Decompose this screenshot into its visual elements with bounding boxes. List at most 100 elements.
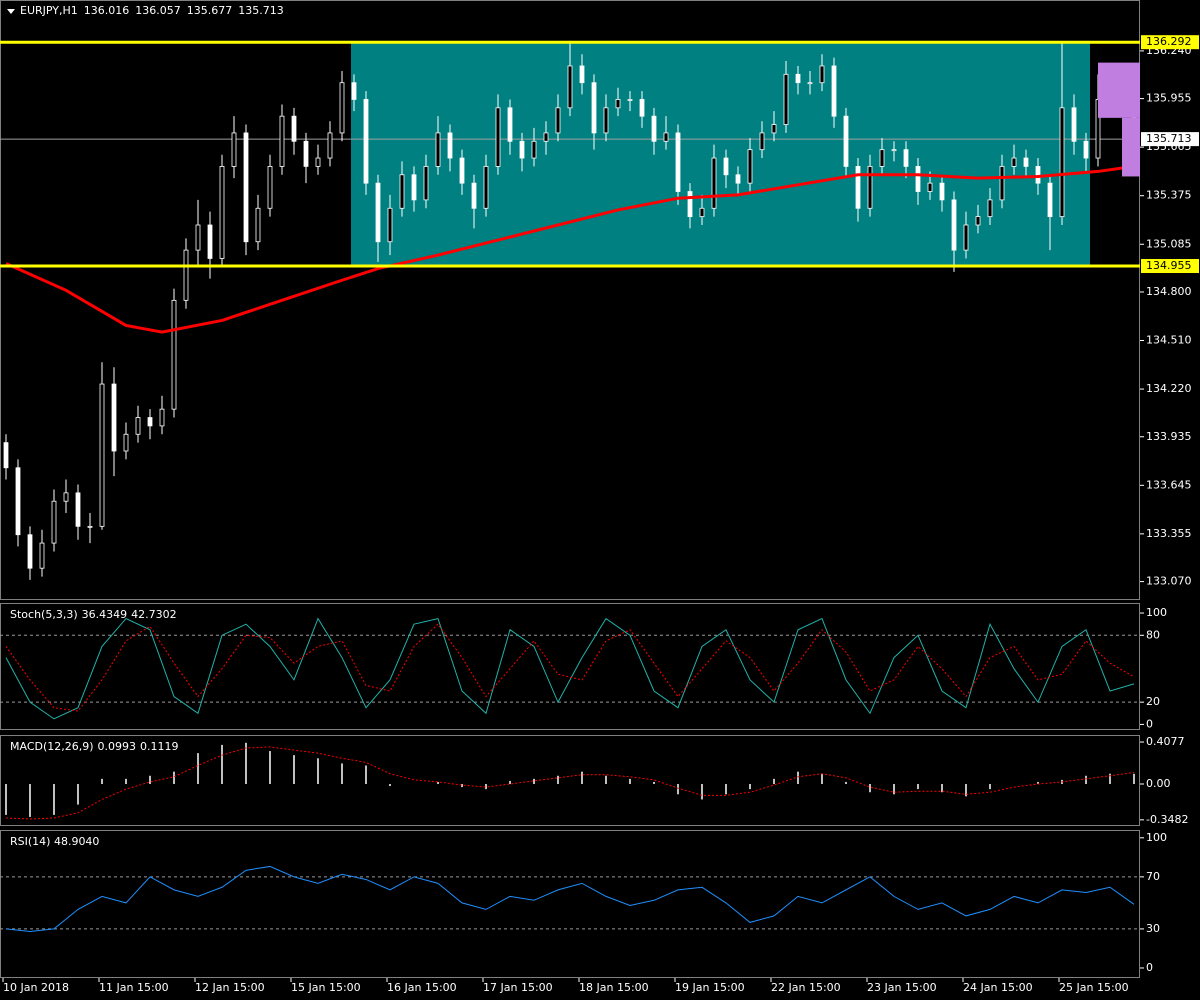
- candle-body: [51, 500, 57, 544]
- macd-bar: [605, 775, 607, 784]
- price-label-bg: [1141, 259, 1199, 274]
- y-tick-label: 133.935: [1146, 430, 1192, 443]
- candle-body: [195, 224, 201, 251]
- macd-bar: [581, 771, 583, 784]
- macd-bar: [629, 778, 631, 784]
- candle-body: [423, 166, 429, 201]
- candle-body: [279, 115, 285, 167]
- ohlc-value: 135.677: [187, 4, 233, 17]
- candle-body: [951, 199, 957, 251]
- candle-body: [1083, 140, 1089, 159]
- candle-body: [183, 249, 189, 301]
- x-tick-label: 10 Jan 2018: [3, 981, 69, 994]
- macd-bar: [461, 784, 463, 788]
- pane-frame: [0, 830, 1140, 978]
- candle-body: [411, 174, 417, 201]
- candle-body: [891, 149, 897, 152]
- macd-bar: [1133, 773, 1135, 784]
- x-tick-label: 11 Jan 15:00: [99, 981, 169, 994]
- candle-body: [375, 182, 381, 243]
- menu-arrow[interactable]: [7, 9, 15, 14]
- y-tick-label: 135.375: [1146, 189, 1192, 202]
- candle-body: [291, 115, 297, 142]
- macd-bar: [941, 784, 943, 793]
- candle-body: [303, 140, 309, 167]
- candle-body: [1023, 157, 1029, 167]
- macd-bar: [701, 784, 703, 800]
- y-tick-label: 0.4077: [1146, 735, 1185, 748]
- macd-bar: [1085, 775, 1087, 784]
- candle-body: [711, 157, 717, 209]
- candle-body: [399, 174, 405, 209]
- candle-body: [15, 467, 21, 536]
- candle-body: [1071, 107, 1077, 142]
- x-tick-label: 25 Jan 15:00: [1059, 981, 1129, 994]
- macd-bar: [317, 758, 319, 784]
- candle-body: [87, 525, 93, 528]
- candle-body: [615, 99, 621, 109]
- symbol: EURJPY,H1: [20, 4, 78, 17]
- candle-body: [915, 166, 921, 192]
- candle-body: [147, 417, 153, 427]
- candle-body: [963, 224, 969, 251]
- title-part: 42.7302: [131, 608, 177, 621]
- candle-body: [819, 65, 825, 84]
- x-tick-label: 15 Jan 15:00: [291, 981, 361, 994]
- macd-bar: [197, 753, 199, 784]
- y-tick-label: 135.085: [1146, 237, 1192, 250]
- candle-body: [723, 157, 729, 176]
- candle-body: [663, 132, 669, 142]
- price-label: 136.292: [1146, 35, 1192, 48]
- candle-body: [363, 99, 369, 184]
- macd-bar: [77, 784, 79, 805]
- macd-bar: [677, 784, 679, 795]
- macd-bar: [917, 784, 919, 790]
- candle-body: [1047, 182, 1053, 218]
- pane-frame: [0, 603, 1140, 730]
- x-tick-label: 18 Jan 15:00: [579, 981, 649, 994]
- y-tick-label: 133.070: [1146, 575, 1192, 588]
- macd-bar: [869, 784, 871, 793]
- candle-body: [927, 182, 933, 192]
- candle-body: [471, 182, 477, 209]
- macd-bar: [341, 763, 343, 784]
- y-tick-label: 100: [1146, 606, 1167, 619]
- macd-bar: [245, 742, 247, 784]
- candle-body: [699, 207, 705, 218]
- price-label: 135.713: [1146, 132, 1192, 145]
- macd-bar: [389, 784, 391, 787]
- macd-bar: [221, 744, 223, 784]
- indicator-line: [5, 617, 1135, 720]
- candle-body: [231, 132, 237, 167]
- macd-bar: [53, 784, 55, 815]
- y-tick-label: 135.955: [1146, 92, 1192, 105]
- candle-body: [591, 82, 597, 134]
- candle-body: [123, 433, 129, 452]
- candle-body: [507, 107, 513, 142]
- candle-body: [159, 408, 165, 427]
- candle-body: [771, 124, 777, 134]
- candle-body: [267, 166, 273, 209]
- candle-body: [555, 107, 561, 134]
- x-tick-label: 23 Jan 15:00: [867, 981, 937, 994]
- range-box: [1098, 62, 1140, 118]
- candle-body: [27, 534, 33, 569]
- candle-body: [207, 224, 213, 259]
- candle-body: [3, 442, 9, 469]
- candle-body: [531, 140, 537, 159]
- candle-body: [315, 157, 321, 167]
- pane-title: MACD(12,26,9) 0.0993 0.1119: [10, 740, 179, 753]
- macd-bar: [149, 775, 151, 784]
- macd-bar: [1037, 781, 1039, 784]
- macd-bar: [797, 771, 799, 784]
- candle-body: [255, 207, 261, 243]
- title-part: Stoch(5,3,3): [10, 608, 78, 621]
- pane-title: RSI(14) 48.9040: [10, 835, 99, 848]
- x-tick-label: 19 Jan 15:00: [675, 981, 745, 994]
- macd-bar: [173, 771, 175, 784]
- ohlc-value: 136.057: [135, 4, 181, 17]
- candle-body: [327, 132, 333, 159]
- candle-body: [171, 299, 177, 410]
- candle-body: [759, 132, 765, 151]
- price-label-bg: [1141, 35, 1199, 50]
